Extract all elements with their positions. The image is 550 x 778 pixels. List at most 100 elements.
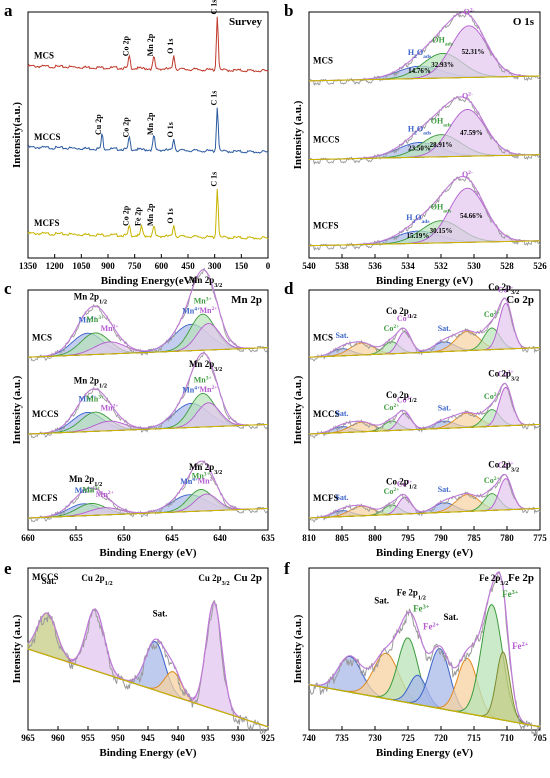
x-tick-label: 810 [302,533,316,543]
panel-letter: a [4,1,13,20]
component-label: Mn2+ [96,490,114,499]
axes-frame [308,11,541,259]
component-label: OHads [431,117,452,129]
x-tick-label: 900 [101,261,115,271]
component-label: Sat. [438,324,451,333]
x-tick-label: 635 [261,533,275,543]
component-label: Sat. [438,403,451,412]
envelope-line [27,601,269,728]
peak-label: Co 2p [121,36,130,57]
series-name: MCFS [34,218,60,228]
component-label: Mn4+ [79,315,97,324]
background-line [308,684,541,728]
component-label: O2- [462,91,473,100]
peak-label: Fe2+ [512,641,529,652]
peak-label: Co 2p3/2 [488,282,519,296]
x-tick-label: 775 [533,533,547,543]
x-tick-label: 715 [467,733,481,743]
peak-label: Sat. [153,609,168,619]
peak-label: Fe 2p1/2 [397,588,426,602]
x-tick-label: 0 [266,261,271,271]
peak-label: Co 2p [121,117,130,138]
axes-frame [308,289,541,531]
x-axis-label: Binding Energy (eV) [99,547,197,559]
x-tick-label: 1050 [72,261,91,271]
x-tick-label: 532 [434,261,448,271]
peak-label: Mn 2p1/2 [74,376,107,390]
component-label: O2- [464,8,475,17]
x-tick-label: 534 [401,261,415,271]
x-tick-label: 735 [335,733,349,743]
peak-label: Mn 2p [146,203,155,226]
peak-label: Mn 2p [146,112,155,135]
component-percent: 23.50% [408,145,431,153]
x-tick-label: 960 [51,733,65,743]
panel-c: c Mn 2p 660 655 650 645 640 635 Binding Energy (… [4,267,275,559]
y-axis-label: Intensity (a.u.) [292,614,304,683]
panel-title: Fe 2p [508,572,534,584]
axes-frame [27,11,269,259]
x-tick-label: 528 [500,261,514,271]
peak-label: Mn 2p3/2 [189,275,222,289]
peak-label: Mn 2p1/2 [69,474,102,488]
component-percent: 52.31% [462,48,485,56]
panel-letter: f [284,559,290,578]
peak-label: Co 2p1/2 [386,390,417,404]
x-tick-label: 710 [500,733,514,743]
peak-label: O 1s [166,122,175,137]
fit-component [28,332,268,358]
background-line [28,507,268,519]
component-label: Co3+ [397,479,413,488]
background-line [309,507,540,519]
envelope-line [308,297,540,358]
x-tick-label: 940 [171,733,185,743]
component-percent: 30.15% [430,227,453,235]
x-tick-label: 150 [235,261,249,271]
x-tick-label: 536 [368,261,382,271]
sample-name: MCCS [32,572,59,582]
peak-label: Sat. [444,612,459,622]
x-tick-label: 720 [434,733,448,743]
peak-label: Fe2+ [423,621,440,632]
peak-label: Fe 2p3/2 [479,573,508,587]
x-tick-label: 805 [335,533,349,543]
panel-letter: c [4,279,12,298]
y-axis-label: Intensity (a.u.) [11,375,23,444]
component-percent: 54.66% [460,212,483,220]
component-label: OHads [432,35,453,47]
x-tick-label: 526 [533,261,547,271]
peak-label: C 1s [209,172,218,187]
peak-label: Mn 2p3/2 [189,462,222,476]
x-tick-label: 725 [401,733,415,743]
panel-e: e Cu 2p 965 960 955 950 945 940 935 930 925 Binding… [4,559,275,759]
component-label: Mn2+ [199,385,217,394]
peak-label: Mn 2p1/2 [74,292,107,306]
component-label: Mn2+ [199,306,217,315]
x-tick-label: 925 [261,733,275,743]
series-name: MCS [313,332,333,342]
component-percent: 32.93% [431,61,454,69]
peak-label: Fe3+ [502,589,519,600]
panel-title: Co 2p [506,294,534,306]
panel-b: b O 1s 540 538 536 534 532 530 528 526 Binding Ene… [284,1,547,287]
component-label: Mn3+ [194,296,212,305]
series-name: MCFS [313,220,339,230]
x-tick-label: 650 [117,533,131,543]
component-label: Co2+ [384,487,400,496]
axes-frame [27,289,269,531]
background-line [309,75,540,82]
component-label: Sat. [335,331,348,340]
peak-label: Co 2p3/2 [488,460,519,474]
component-label: Mn2+ [101,324,119,333]
x-axis-label: Binding Energy (eV) [376,747,474,759]
envelope-line [27,352,268,435]
fit-component [28,503,268,519]
x-axis-label: Binding Energy (eV) [376,547,474,559]
component-label: Mn2+ [198,476,216,485]
peak-label: O 1s [166,38,175,53]
component-label: O2- [462,170,473,179]
peak-label: C 1s [209,0,218,14]
x-tick-label: 965 [21,733,35,743]
component-percent: 47.59% [460,129,483,137]
